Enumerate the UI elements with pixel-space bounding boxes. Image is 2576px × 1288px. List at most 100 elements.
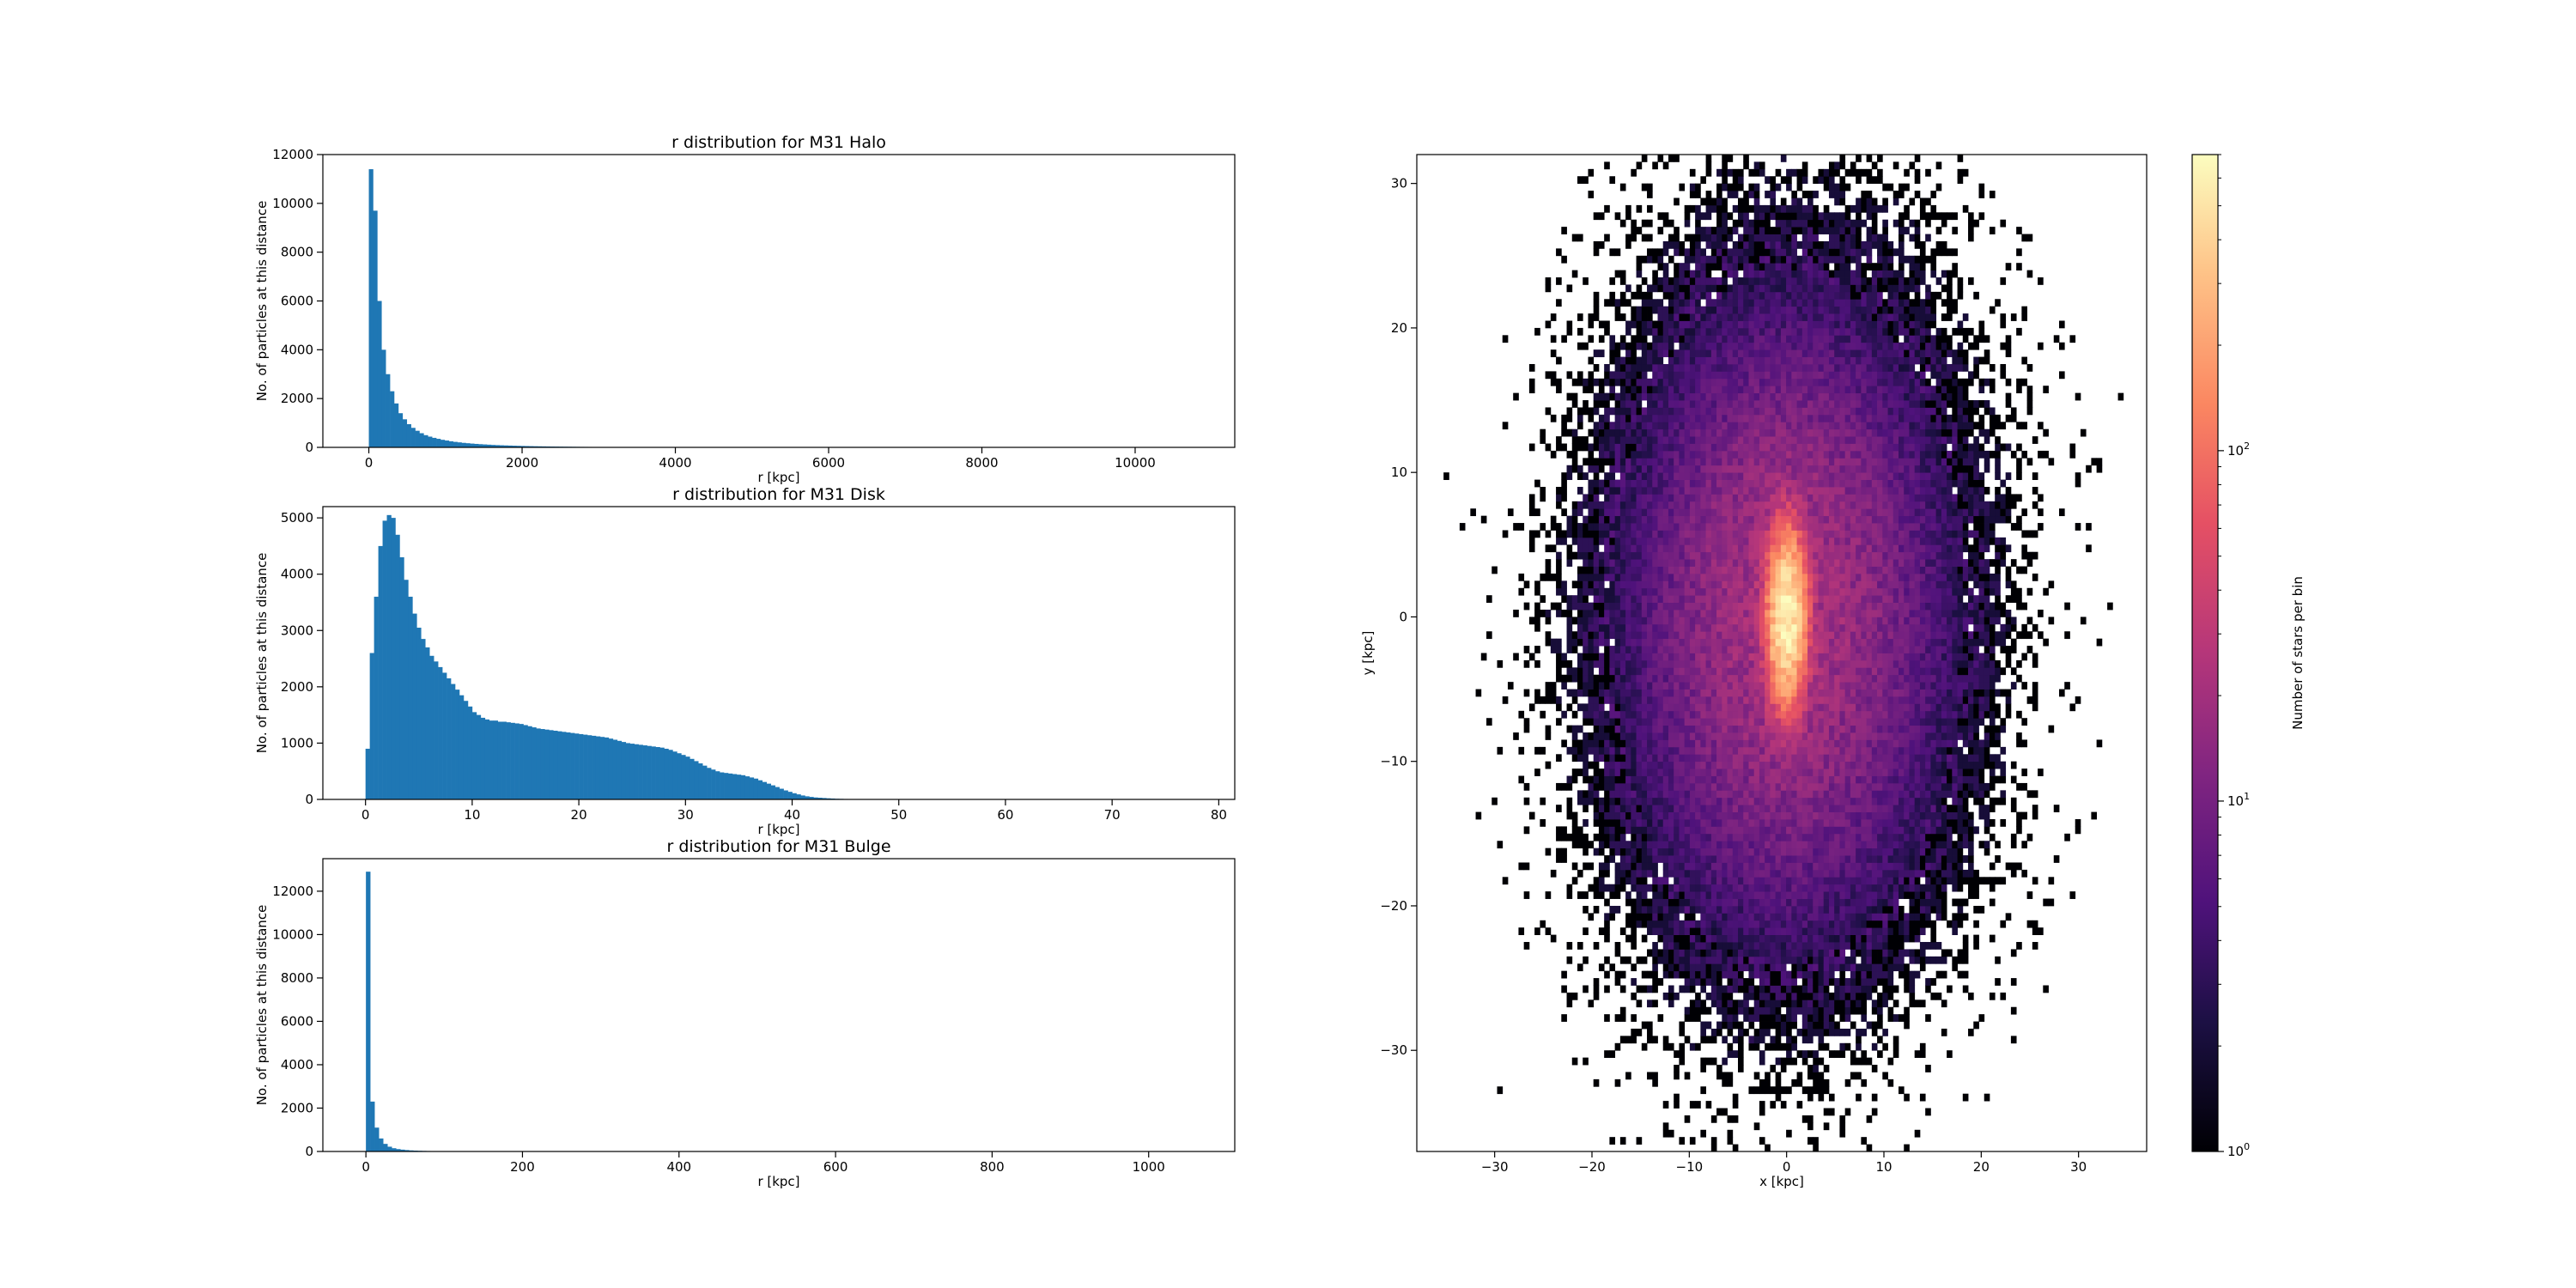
heatmap-cell [1497, 841, 1504, 849]
heatmap-cell [1604, 508, 1610, 517]
hist-bar [365, 748, 370, 799]
heatmap-cell [1765, 920, 1771, 928]
heatmap-cell [1598, 523, 1605, 531]
heatmap-cell [1786, 761, 1792, 769]
heatmap-cell [1765, 739, 1771, 748]
heatmap-cell [1738, 428, 1744, 437]
heatmap-cell [1625, 580, 1631, 589]
heatmap-cell [1641, 349, 1648, 357]
heatmap-cell [1705, 580, 1712, 589]
heatmap-cell [1679, 610, 1686, 617]
heatmap-cell [1652, 371, 1658, 380]
heatmap-cell [1583, 610, 1589, 617]
heatmap-cell [1705, 378, 1712, 386]
heatmap-cell [1593, 710, 1600, 719]
heatmap-cell [1583, 544, 1589, 553]
heatmap-cell [1710, 1028, 1717, 1036]
heatmap-cell [1716, 746, 1722, 755]
heatmap-cell [1550, 696, 1557, 704]
heatmap-cell [1583, 667, 1589, 676]
heatmap-cell [1748, 263, 1755, 271]
heatmap-cell [1695, 1014, 1701, 1022]
heatmap-cell [1588, 999, 1595, 1008]
heatmap-cell [1598, 746, 1605, 755]
heatmap-cell [1652, 501, 1658, 509]
heatmap-cell [1743, 682, 1749, 690]
heatmap-cell [1588, 537, 1595, 545]
heatmap-cell [1695, 732, 1701, 740]
heatmap-cell [1647, 653, 1653, 661]
heatmap-cell [1657, 877, 1664, 885]
heatmap-cell [1710, 949, 1717, 957]
heatmap-cell [1631, 797, 1637, 805]
heatmap-cell [1700, 291, 1706, 300]
heatmap-cell [1561, 422, 1567, 430]
heatmap-cell [1556, 523, 1562, 531]
heatmap-cell [1759, 580, 1765, 589]
heatmap-cell [1641, 725, 1648, 733]
heatmap-cell [1679, 631, 1686, 640]
heatmap-cell [1647, 400, 1653, 408]
heatmap-cell [1604, 450, 1610, 459]
heatmap-cell [1743, 999, 1749, 1008]
heatmap-cell [1727, 949, 1734, 957]
heatmap-cell [1775, 277, 1782, 285]
heatmap-cell [1770, 674, 1777, 683]
heatmap-cell [1727, 255, 1734, 264]
heatmap-cell [1738, 255, 1744, 264]
heatmap-cell [1679, 371, 1686, 380]
heatmap-cell [1765, 255, 1771, 264]
heatmap-cell [1641, 833, 1648, 841]
heatmap-cell [1614, 805, 1621, 812]
heatmap-cell [1652, 602, 1658, 611]
heatmap-cell [1518, 710, 1525, 719]
heatmap-cell [1679, 934, 1686, 943]
heatmap-cell [1598, 732, 1605, 740]
heatmap-cell [1619, 782, 1626, 791]
heatmap-cell [1759, 212, 1765, 221]
heatmap-cell [1710, 638, 1717, 647]
heatmap-cell [1625, 920, 1631, 928]
heatmap-cell [1604, 400, 1610, 408]
heatmap-cell [1748, 653, 1755, 661]
heatmap-cell [1780, 769, 1787, 776]
heatmap-cell [1791, 754, 1797, 762]
heatmap-cell [1619, 877, 1626, 885]
heatmap-cell [1556, 646, 1562, 653]
heatmap-cell [1625, 869, 1631, 878]
heatmap-cell [1753, 1086, 1760, 1095]
heatmap-cell [1705, 761, 1712, 769]
heatmap-cell [1459, 523, 1466, 531]
heatmap-cell [1662, 270, 1669, 278]
x-tick-label: 0 [365, 455, 374, 471]
heatmap-cell [1518, 746, 1525, 755]
heatmap-cell [1759, 523, 1765, 531]
heatmap-cell [1662, 487, 1669, 495]
heatmap-cell [1743, 848, 1749, 856]
heatmap-cell [1641, 523, 1648, 531]
heatmap-cell [1679, 638, 1686, 647]
heatmap-cell [1631, 219, 1637, 228]
heatmap-cell [1657, 414, 1664, 422]
heatmap-cell [1738, 985, 1744, 993]
heatmap-cell [1636, 891, 1643, 899]
heatmap-cell [1775, 631, 1782, 640]
halo-histogram: 0 2000 4000 6000 8000 10000 02000400060008000… [254, 133, 1236, 485]
heatmap-cell [1786, 610, 1792, 617]
heatmap-cell [1738, 219, 1744, 228]
heatmap-cell [1631, 833, 1637, 841]
hist-bar [368, 169, 374, 448]
heatmap-cell [1775, 508, 1782, 517]
heatmap-cell [1753, 299, 1760, 307]
heatmap-cell [1609, 559, 1616, 567]
hist-bar [366, 872, 371, 1151]
heatmap-cell [1566, 811, 1573, 820]
heatmap-cell [1743, 782, 1749, 791]
heatmap-cell [1614, 270, 1621, 278]
heatmap-cell [1604, 927, 1610, 936]
y-tick-label: 1000 [281, 735, 313, 750]
heatmap-cell [1662, 725, 1669, 733]
heatmap-cell [1636, 227, 1643, 234]
heatmap-cell [1679, 1057, 1686, 1066]
heatmap-cell [1716, 913, 1722, 921]
